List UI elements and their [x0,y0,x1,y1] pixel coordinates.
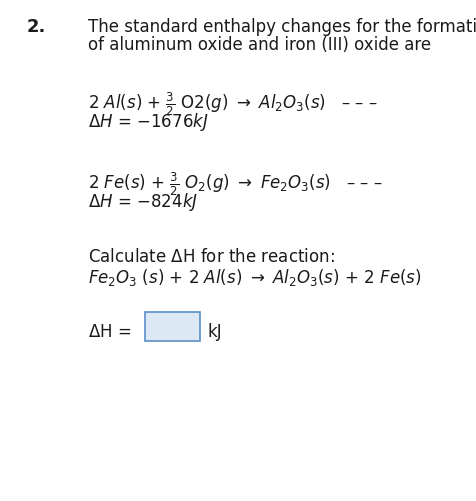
Text: of aluminum oxide and iron (III) oxide are: of aluminum oxide and iron (III) oxide a… [88,36,430,54]
Text: 2 $\mathit{Al}$($s$) + $\mathregular{\frac{3}{2}}$ O2($g$) $\rightarrow$ $\mathi: 2 $\mathit{Al}$($s$) + $\mathregular{\fr… [88,90,377,118]
Text: Calculate $\Delta$H for the reaction:: Calculate $\Delta$H for the reaction: [88,248,334,266]
Text: 2 $\mathit{Fe}$($s$) + $\mathregular{\frac{3}{2}}$ $O_2$($g$) $\rightarrow$ $\ma: 2 $\mathit{Fe}$($s$) + $\mathregular{\fr… [88,170,382,198]
Text: 2.: 2. [26,18,46,36]
Text: $\mathit{Fe_2O_3}$ ($s$) + 2 $\mathit{Al}$($s$) $\rightarrow$ $\mathit{Al_2O_3}$: $\mathit{Fe_2O_3}$ ($s$) + 2 $\mathit{Al… [88,267,421,288]
Text: kJ: kJ [207,323,222,341]
FancyBboxPatch shape [145,312,200,341]
Text: $\Delta\mathit{H}$ = $-$1676$k\mathit{J}$: $\Delta\mathit{H}$ = $-$1676$k\mathit{J}… [88,111,208,133]
Text: The standard enthalpy changes for the formation: The standard enthalpy changes for the fo… [88,18,476,36]
Text: $\Delta\mathit{H}$ = $-$824$k\mathit{J}$: $\Delta\mathit{H}$ = $-$824$k\mathit{J}$ [88,191,198,213]
Text: $\Delta$H =: $\Delta$H = [88,323,133,341]
